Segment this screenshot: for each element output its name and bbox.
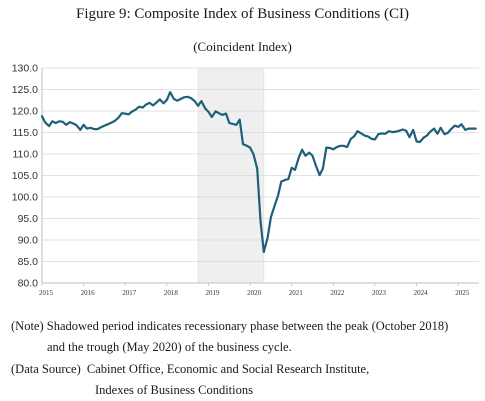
y-tick-95.0: 95.0 [18, 213, 39, 225]
x-tick-2018: 2018 [164, 289, 179, 297]
y-tick-105.0: 105.0 [12, 170, 38, 182]
y-tick-90.0: 90.0 [18, 235, 39, 247]
y-tick-110.0: 110.0 [13, 149, 39, 161]
x-tick-2024: 2024 [414, 289, 429, 297]
axes [41, 68, 479, 286]
source-text-2: Indexes of Business Conditions [95, 383, 253, 397]
note-line-1: (Note) Shadowed period indicates recessi… [11, 318, 448, 334]
source-line-1: (Data Source) Cabinet Office, Economic a… [11, 361, 369, 377]
note-label: (Note) [11, 319, 44, 333]
y-tick-labels: 80.0 85.0 90.0 95.0 100.0 105.0 110.0 115.0 120.… [12, 63, 38, 290]
y-tick-120.0: 120.0 [12, 106, 38, 118]
y-tick-80.0: 80.0 [18, 278, 39, 290]
y-tick-100.0: 100.0 [12, 192, 38, 204]
figure-title: Figure 9: Composite Index of Business Co… [76, 6, 409, 22]
ci-line-chart: 80.0 85.0 90.0 95.0 100.0 105.0 110.0 115.0 120.… [12, 63, 479, 297]
x-tick-2017: 2017 [122, 289, 137, 297]
y-tick-125.0: 125.0 [12, 84, 38, 96]
note-text-2: and the trough (May 2020) of the busines… [47, 340, 292, 354]
note-line-2: and the trough (May 2020) of the busines… [47, 339, 292, 355]
source-text-1: Cabinet Office, Economic and Social Rese… [86, 362, 370, 376]
x-tick-2019: 2019 [205, 289, 220, 297]
x-tick-2025: 2025 [455, 289, 470, 297]
source-label: (Data Source) [11, 362, 81, 376]
x-tick-2016: 2016 [81, 289, 96, 297]
x-tick-2015: 2015 [39, 289, 54, 297]
y-tick-85.0: 85.0 [18, 256, 39, 268]
x-tick-2021: 2021 [289, 289, 304, 297]
x-tick-2023: 2023 [372, 289, 387, 297]
x-tick-labels: 2015 2016 2017 2018 2019 2020 2021 2022 2023 2024… [39, 289, 470, 297]
series-line-0 [40, 90, 477, 254]
y-tick-115.0: 115.0 [13, 127, 39, 139]
figure-subtitle: (Coincident Index) [193, 39, 292, 54]
x-tick-2022: 2022 [330, 289, 345, 297]
x-tick-2020: 2020 [247, 289, 262, 297]
note-text-1: Shadowed period indicates recessionary p… [46, 319, 449, 333]
source-line-2: Indexes of Business Conditions [95, 382, 253, 398]
series-layer [40, 90, 477, 254]
y-tick-130.0: 130.0 [12, 63, 38, 75]
